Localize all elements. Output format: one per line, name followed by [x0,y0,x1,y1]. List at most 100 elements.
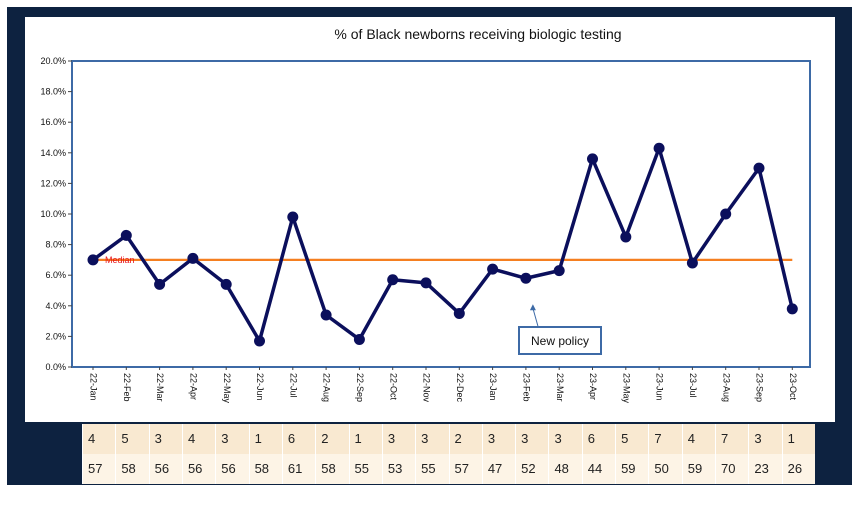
x-tick-label: 23-Jan [488,373,498,401]
table-cell: 2 [448,424,482,454]
data-point [287,211,299,223]
x-tick-label: 23-Jun [655,373,665,401]
table-cell: 6 [281,424,315,454]
table-cell: 55 [348,454,382,484]
table-cell: 57 [448,454,482,484]
table-cell: 48 [548,454,581,484]
data-point [587,153,598,165]
table-cell: 6 [581,424,615,454]
x-tick-label: 22-Oct [388,373,398,401]
table-cell: 7 [715,424,748,454]
annotation-layer: New policy [518,304,602,355]
series-line [91,146,795,343]
x-tick-label: 23-Aug [721,373,731,402]
table-cell: 3 [415,424,448,454]
annotation-arrow [532,308,539,327]
data-point [753,162,765,174]
table-cell: 3 [515,424,548,454]
x-tick-label: 23-Oct [788,373,798,401]
x-tick-label: 23-Apr [588,373,598,400]
y-tick-label: 14.0% [40,148,66,158]
y-tick-label: 20.0% [40,56,66,66]
x-tick-label: 22-Jun [255,373,265,401]
x-tick-label: 22-Sep [355,373,365,402]
table-cell: 3 [381,424,415,454]
table-cell: 3 [548,424,581,454]
table-cell: 57 [82,454,115,484]
line-chart: % of Black newborns receiving biologic t… [40,26,811,404]
table-cell: 58 [248,454,282,484]
y-tick-label: 8.0% [45,240,66,250]
chart-title: % of Black newborns receiving biologic t… [334,26,621,42]
median-label: Median [105,255,135,265]
data-point [653,142,665,154]
data-point [353,333,365,345]
data-point [620,231,632,243]
table-cell: 1 [348,424,382,454]
table-cell: 2 [315,424,348,454]
data-point [220,278,232,290]
x-tick-label: 22-Nov [422,373,432,403]
data-point [387,274,399,286]
data-table: 4 5 3 4 3 1 6 2 1 3 3 2 3 3 3 6 5 7 4 7 3 1 57 58 56 56 56 58 61 58 55… [82,424,815,484]
table-cell: 7 [648,424,681,454]
x-tick-label: 23-May [621,373,631,404]
data-point [786,303,798,315]
y-tick-label: 12.0% [40,178,66,188]
x-axis: 22-Jan 22-Feb 22-Mar 22-Apr 22-May 22-Jun 22-J… [89,367,798,404]
table-cell: 56 [148,454,182,484]
y-tick-label: 18.0% [40,87,66,97]
data-point [187,252,199,264]
table-cell: 61 [281,454,315,484]
table-cell: 50 [648,454,681,484]
x-tick-label: 22-May [222,373,232,404]
table-cell: 5 [615,424,648,454]
table-cell: 53 [381,454,415,484]
table-cell: 1 [248,424,282,454]
table-cell: 3 [215,424,248,454]
chart-panel: % of Black newborns receiving biologic t… [25,17,835,422]
y-tick-label: 6.0% [45,270,66,280]
y-tick-label: 2.0% [45,331,66,341]
data-point [154,278,166,290]
x-tick-label: 23-Feb [522,373,532,402]
table-cell: 3 [148,424,182,454]
data-point [487,263,499,275]
data-point [320,309,332,321]
data-point [520,272,532,284]
x-tick-label: 23-Sep [755,373,765,402]
x-tick-label: 22-Mar [155,373,165,402]
x-tick-label: 23-Jul [688,373,698,398]
table-cell: 47 [481,454,515,484]
table-cell: 1 [781,424,815,454]
data-point [453,307,465,319]
table-cell: 4 [181,424,215,454]
x-tick-label: 22-Apr [189,373,199,400]
annotation-arrowhead [529,304,536,311]
x-tick-label: 22-Feb [122,373,132,402]
table-cell: 26 [781,454,815,484]
annotation-label: New policy [531,334,589,348]
data-point [720,208,732,220]
table-cell: 3 [481,424,515,454]
table-row: 57 58 56 56 56 58 61 58 55 53 55 57 47 52 48 44 59 50 59 70… [82,454,815,484]
table-cell: 59 [615,454,648,484]
plot-frame [71,60,811,368]
x-tick-label: 22-Jul [288,373,298,398]
data-point [420,277,432,289]
x-tick-label: 22-Aug [322,373,332,402]
data-point [553,265,565,277]
table-cell: 3 [748,424,781,454]
y-tick-label: 16.0% [40,117,66,127]
annotation-box [518,326,602,355]
y-tick-label: 0.0% [45,362,66,372]
table-cell: 5 [115,424,148,454]
table-cell: 52 [515,454,548,484]
table-cell: 4 [681,424,715,454]
series-layer: Median [87,142,798,347]
table-cell: 55 [415,454,448,484]
table-cell: 23 [748,454,781,484]
table-cell: 44 [581,454,615,484]
table-cell: 58 [115,454,148,484]
